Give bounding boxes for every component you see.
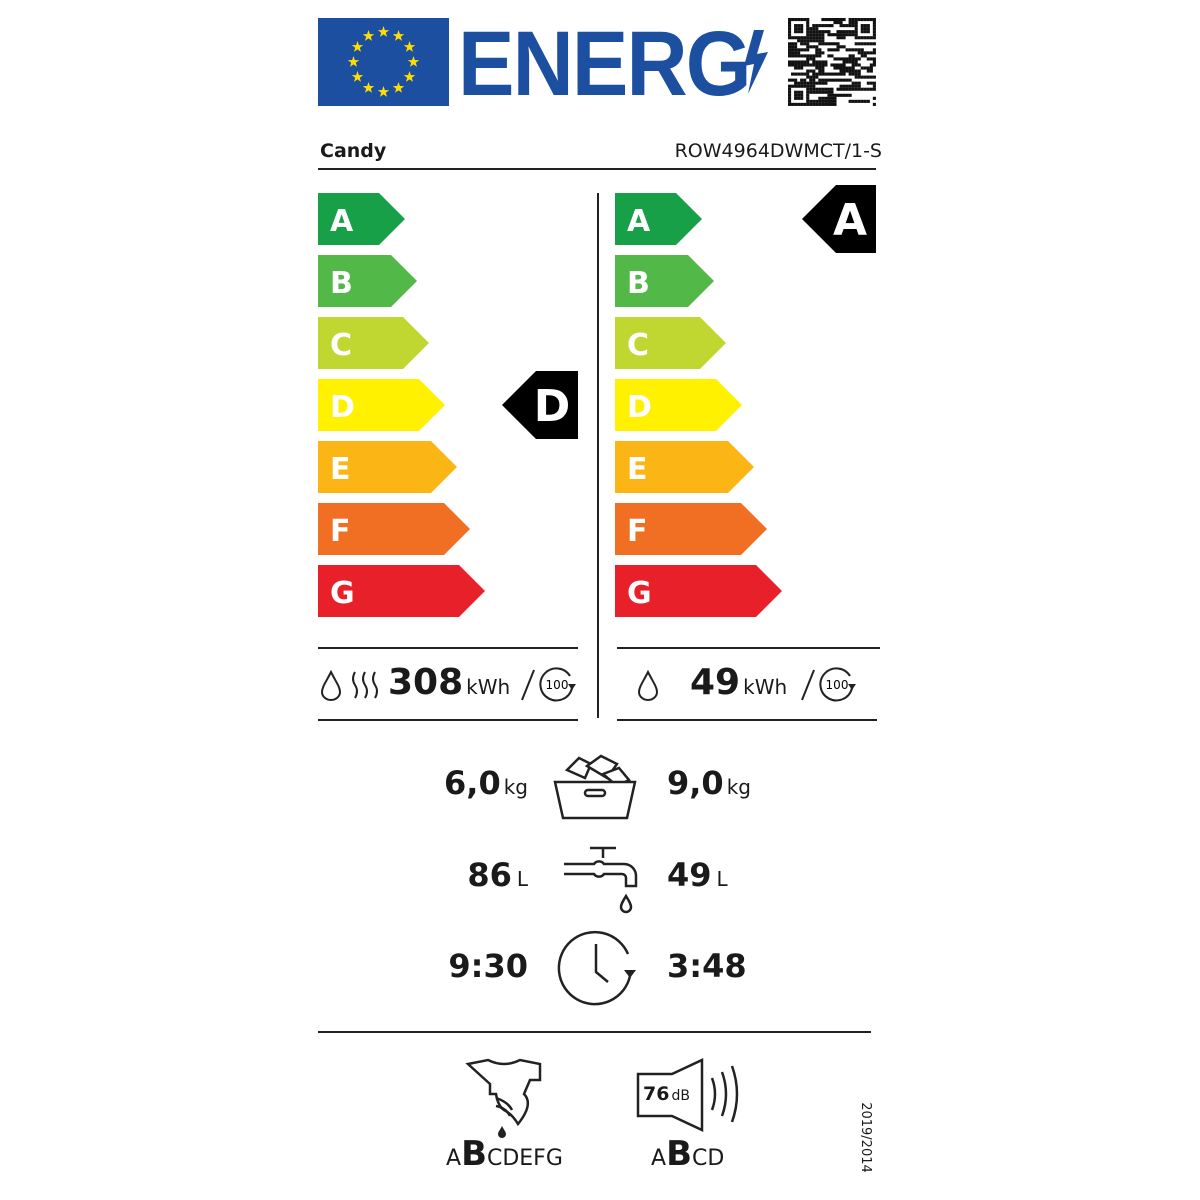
- water-unit: L: [716, 867, 728, 891]
- class-bar-d: D: [318, 379, 445, 431]
- class-letter: D: [330, 390, 355, 425]
- noise-value: 76 dB: [643, 1083, 690, 1105]
- class-letter: A: [627, 204, 651, 239]
- class-bar-e: E: [318, 441, 457, 493]
- star-icon: [407, 56, 420, 67]
- star-icon: [403, 71, 416, 82]
- scale-after: CD: [691, 1146, 725, 1171]
- class-bar-c: C: [615, 317, 726, 369]
- washing-energy: 49 kWh: [690, 662, 787, 703]
- water-value: 49: [667, 856, 712, 894]
- water-drop-icon: [320, 669, 342, 701]
- star-icon: [403, 41, 416, 52]
- eu-flag: [318, 18, 449, 106]
- class-letter: B: [627, 266, 650, 301]
- cycles-label: 100: [546, 678, 569, 692]
- class-bar-e: E: [615, 441, 754, 493]
- water-unit: L: [516, 867, 528, 891]
- model-number: ROW4964DWMCT/1-S: [674, 140, 882, 162]
- class-letter: E: [627, 452, 648, 487]
- class-bar-a: A: [318, 193, 405, 245]
- energy-class-indicator: A: [802, 185, 876, 253]
- laundry-basket-icon: [553, 754, 637, 820]
- class-bar-g: G: [318, 565, 485, 617]
- qr-code-icon: [788, 18, 876, 106]
- water-drop-icon: [637, 669, 659, 701]
- energy-logo-text: ENERG: [458, 13, 752, 115]
- per-100-cycles-icon: 100: [801, 667, 856, 702]
- class-letter: C: [627, 328, 649, 363]
- divider: [597, 193, 599, 718]
- class-letter: C: [330, 328, 352, 363]
- water-value: 86: [467, 856, 512, 894]
- scale-after: CDEFG: [486, 1146, 563, 1171]
- class-letter: F: [330, 514, 351, 549]
- class-bar-f: F: [615, 503, 767, 555]
- regulation-number: 2019/2014: [857, 1102, 873, 1173]
- cycles-label: 100: [826, 678, 849, 692]
- speaker-icon: [636, 1058, 739, 1132]
- star-icon: [377, 86, 390, 97]
- star-icon: [351, 41, 364, 52]
- energy-value: 49: [690, 662, 741, 703]
- class-bar-g: G: [615, 565, 782, 617]
- class-letter: D: [627, 390, 652, 425]
- class-bar-c: C: [318, 317, 429, 369]
- svg-text:A: A: [833, 195, 867, 246]
- per-100-cycles-icon: 100: [521, 667, 576, 702]
- water-tap-icon: [564, 846, 638, 914]
- lightning-icon: [744, 30, 768, 94]
- energy-unit: kWh: [466, 675, 511, 699]
- noise-class: B: [666, 1134, 692, 1174]
- class-bar-b: B: [615, 255, 714, 307]
- capacity-washer-dryer: 6,0 kg: [444, 764, 528, 802]
- class-bar-d: D: [615, 379, 742, 431]
- energy-class-indicator: D: [502, 371, 578, 439]
- class-letter: E: [330, 452, 351, 487]
- star-icon: [347, 56, 360, 67]
- capacity-unit: kg: [726, 775, 751, 799]
- class-letter: G: [330, 576, 355, 611]
- noise-unit: dB: [671, 1088, 690, 1104]
- class-letter: B: [330, 266, 353, 301]
- spin-class: B: [461, 1134, 487, 1174]
- scale-before: A: [446, 1146, 462, 1171]
- capacity-value: 6,0: [444, 764, 501, 802]
- star-icon: [351, 71, 364, 82]
- spin-drying-icon: [465, 1058, 542, 1138]
- star-icon: [362, 30, 375, 41]
- capacity-unit: kg: [503, 775, 528, 799]
- class-letter: A: [330, 204, 354, 239]
- noise-number: 76: [643, 1083, 670, 1105]
- scale-before: A: [651, 1146, 667, 1171]
- washer-dryer-energy: 308 kWh: [388, 662, 510, 703]
- class-letter: F: [627, 514, 648, 549]
- clock-icon: [557, 930, 636, 1006]
- class-bar-f: F: [318, 503, 470, 555]
- brand-name: Candy: [320, 140, 387, 162]
- capacity-value: 9,0: [667, 764, 724, 802]
- star-icon: [362, 82, 375, 93]
- svg-text:D: D: [534, 381, 571, 432]
- capacity-washing: 9,0 kg: [667, 764, 751, 802]
- class-letter: G: [627, 576, 652, 611]
- duration-washing: 3:48: [667, 947, 747, 985]
- star-icon: [392, 30, 405, 41]
- class-bar-a: A: [615, 193, 702, 245]
- energy-unit: kWh: [743, 675, 788, 699]
- spin-class-scale: ABCDEFG: [446, 1134, 563, 1174]
- water-washing: 49 L: [667, 856, 728, 894]
- noise-class-scale: ABCD: [651, 1134, 724, 1174]
- star-icon: [377, 26, 390, 37]
- class-bar-b: B: [318, 255, 417, 307]
- star-icon: [392, 82, 405, 93]
- water-washer-dryer: 86 L: [467, 856, 528, 894]
- heat-icon: [352, 671, 378, 699]
- duration-washer-dryer: 9:30: [448, 947, 528, 985]
- energy-value: 308: [388, 662, 464, 703]
